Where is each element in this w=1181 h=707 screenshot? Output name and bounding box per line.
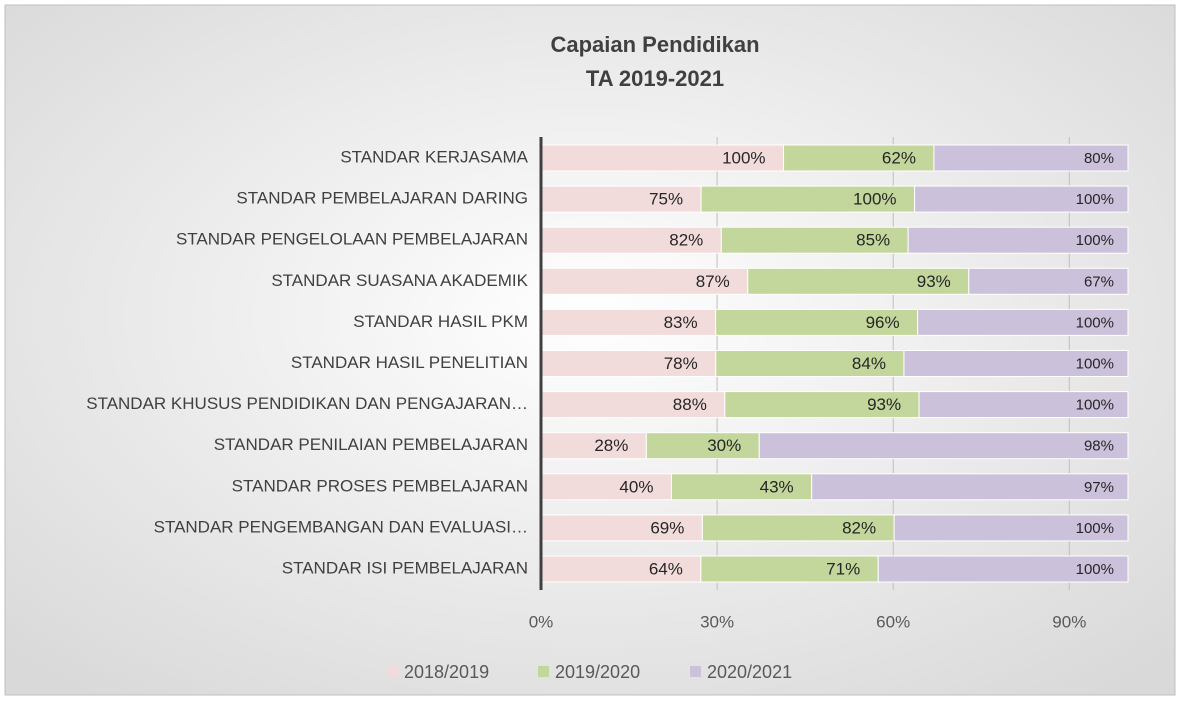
data-label: 75% <box>649 190 683 209</box>
x-tick-label: 60% <box>876 612 910 631</box>
x-tick-label: 0% <box>529 612 554 631</box>
data-label: 100% <box>1076 191 1114 208</box>
category-label: STANDAR PENGEMBANGAN DAN EVALUASI… <box>154 517 528 536</box>
data-label: 28% <box>594 436 628 455</box>
legend-swatch <box>690 666 701 677</box>
bar-segment <box>877 555 1129 583</box>
legend-label: 2018/2019 <box>404 662 489 682</box>
bar-segment <box>893 514 1129 542</box>
bar-segment <box>540 555 702 583</box>
data-label: 100% <box>1076 314 1114 331</box>
data-label: 88% <box>673 395 707 414</box>
bar-segment <box>540 391 726 419</box>
data-label: 83% <box>664 313 698 332</box>
category-label: STANDAR PEMBELAJARAN DARING <box>236 189 528 208</box>
bar-segment <box>724 391 920 419</box>
legend-label: 2020/2021 <box>707 662 792 682</box>
bar-segment <box>715 350 905 377</box>
x-tick-label: 90% <box>1052 612 1086 631</box>
data-label: 100% <box>1076 397 1114 414</box>
data-label: 84% <box>852 354 886 373</box>
legend-label: 2019/2020 <box>555 662 640 682</box>
category-label: STANDAR PENGELOLAAN PEMBELAJARAN <box>176 230 528 249</box>
data-label: 30% <box>707 436 741 455</box>
data-label: 97% <box>1084 479 1114 496</box>
bar-segment <box>701 514 895 542</box>
bar-segment <box>783 144 935 172</box>
bar-segment <box>540 308 717 336</box>
data-label: 100% <box>1076 355 1114 372</box>
data-label: 67% <box>1084 273 1114 290</box>
category-label: STANDAR KHUSUS PENDIDIKAN DAN PENGAJARAN… <box>86 394 528 413</box>
category-label: STANDAR SUASANA AKADEMIK <box>271 271 528 290</box>
data-label: 85% <box>856 231 890 250</box>
data-label: 98% <box>1084 438 1114 455</box>
data-label: 93% <box>867 395 901 414</box>
data-label: 80% <box>1084 150 1114 167</box>
bar-segment <box>540 473 672 501</box>
data-label: 64% <box>649 559 683 578</box>
bar-segment <box>903 350 1129 377</box>
legend-swatch <box>387 666 398 677</box>
data-label: 69% <box>650 518 684 537</box>
category-label: STANDAR PENILAIAN PEMBELAJARAN <box>214 435 528 454</box>
data-label: 62% <box>882 148 916 167</box>
category-label: STANDAR ISI PEMBELAJARAN <box>282 558 528 577</box>
bar-segment <box>811 473 1129 501</box>
bar-segment <box>918 391 1129 419</box>
bar-segment <box>933 144 1129 172</box>
data-label: 96% <box>866 313 900 332</box>
bar-segment <box>917 308 1129 336</box>
bar-segment <box>700 185 916 213</box>
bar-segment <box>670 473 813 501</box>
x-tick-label: 30% <box>700 612 734 631</box>
data-label: 93% <box>917 272 951 291</box>
data-label: 78% <box>664 354 698 373</box>
category-label: STANDAR HASIL PENELITIAN <box>291 353 528 372</box>
data-label: 100% <box>722 148 765 167</box>
data-label: 100% <box>1076 232 1114 249</box>
data-label: 100% <box>1076 520 1114 537</box>
bar-segment <box>540 144 785 172</box>
bar-segment <box>540 514 703 542</box>
category-label: STANDAR PROSES PEMBELAJARAN <box>232 476 528 495</box>
bar-segment <box>758 432 1129 460</box>
data-label: 100% <box>853 190 896 209</box>
category-label: STANDAR KERJASAMA <box>340 147 528 166</box>
data-label: 82% <box>842 518 876 537</box>
bar-segment <box>720 226 909 254</box>
chart-title: TA 2019-2021 <box>586 66 724 91</box>
data-label: 40% <box>619 477 653 496</box>
data-label: 87% <box>696 272 730 291</box>
bar-segment <box>645 432 760 460</box>
bar-segment <box>700 555 879 583</box>
chart-title: Capaian Pendidikan <box>550 32 759 57</box>
data-label: 100% <box>1076 561 1114 578</box>
data-label: 71% <box>826 559 860 578</box>
category-label: STANDAR HASIL PKM <box>353 312 528 331</box>
bar-segment <box>907 226 1129 254</box>
bar-segment <box>968 267 1129 295</box>
data-label: 82% <box>669 231 703 250</box>
bar-segment <box>914 185 1129 213</box>
legend-swatch <box>538 666 549 677</box>
data-label: 43% <box>760 477 794 496</box>
bar-segment <box>747 267 970 295</box>
